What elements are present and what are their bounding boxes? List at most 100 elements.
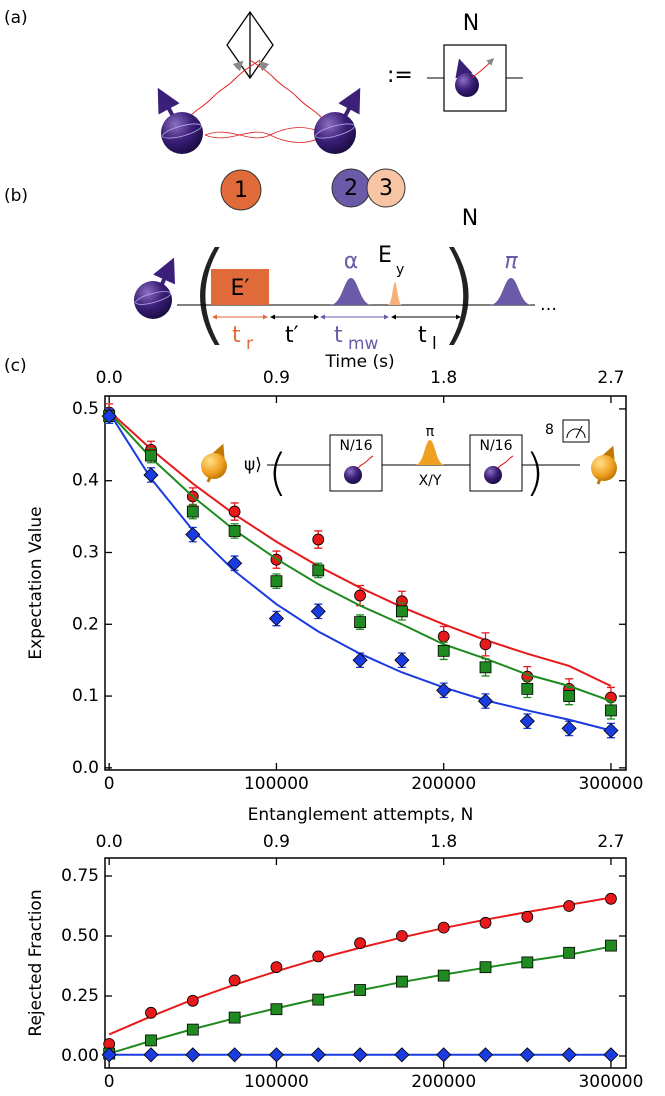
marker [186,1023,199,1036]
plot-frame [104,857,627,1069]
x-tick-label: 300000 [578,774,643,794]
marker [310,1047,326,1063]
marker [228,974,241,987]
marker [312,993,325,1006]
marker [603,722,619,739]
bracket: ) [525,444,545,502]
marker [227,1047,243,1063]
interval-label-sub: l [432,334,437,354]
marker [228,1011,241,1024]
pulse [211,269,269,305]
interval-label-sub: mw [348,334,379,354]
panel-a: (a) := N [4,8,523,154]
marker [519,713,535,729]
fit-line [108,411,612,703]
spin [591,445,617,485]
spin [344,466,362,484]
x2-tick-label: 0.0 [96,832,123,852]
panel-b: (b) 1 2 3 ( ) N … E′ α E y π t r t′ t mw [4,168,557,356]
marker [479,916,492,929]
bracket: ) [437,228,480,356]
define-symbol: := [387,63,413,88]
pulse-label: π [426,424,435,440]
marker [143,467,159,483]
box-label: N/16 [339,438,372,454]
step-number: 3 [379,176,393,201]
marker [561,720,577,736]
pulse-label: E′ [231,276,250,301]
fit-line [108,896,612,1036]
interval-label: t [232,323,241,348]
box-label: N/16 [479,438,512,454]
marker [605,939,617,952]
marker [437,644,450,657]
ellipsis: … [540,295,557,315]
marker [143,1047,159,1063]
y-tick-label: 0.4 [72,471,99,491]
marker [395,975,408,988]
photon-wave [357,455,374,469]
arrow [232,60,244,72]
marker [479,661,492,674]
meter-needle [566,425,586,439]
marker [186,994,199,1007]
bracket: ( [268,444,288,502]
spin [484,466,502,484]
step-marker [366,168,406,208]
pulse-label-sub: y [396,262,404,278]
inset: ψ⟩ ( N/16 π X/Y N/16 ) 8 [201,419,617,502]
marker [312,950,325,963]
photon-wave [497,455,514,469]
marker [436,682,452,698]
spin [201,443,227,483]
spin [314,87,361,154]
box-label: N [463,11,479,36]
marker [186,505,199,518]
marker [185,1047,201,1063]
marker [437,969,450,982]
x2-tick-label: 0.9 [263,832,290,852]
pulse-axis: X/Y [419,473,442,489]
marker [227,555,243,571]
marker [437,630,450,643]
marker [521,956,534,969]
y-tick-label: 0.3 [72,542,99,562]
marker [521,910,534,923]
marker [479,638,492,651]
marker [603,1047,619,1063]
y-tick-label: 0.1 [72,686,99,706]
marker [521,682,534,695]
plot-frame [104,395,627,771]
spin [134,257,176,319]
marker [228,505,241,518]
pulse [490,278,532,305]
x2-tick-label: 0.9 [263,368,290,388]
marker [436,1047,452,1063]
pulse [330,278,372,305]
meter [562,419,590,443]
marker [312,564,325,577]
x-tick-label: 0 [104,1072,115,1092]
interval-label: t [334,323,343,348]
marker [477,1047,494,1063]
marker [185,526,201,543]
marker [270,961,283,974]
marker [354,937,366,950]
marker [394,652,410,668]
spin [455,57,495,97]
marker [395,930,408,942]
beam-splitter [226,10,274,80]
marker [563,946,576,959]
x2-tick-label: 2.7 [597,368,624,388]
marker [145,1006,157,1019]
marker [563,690,576,702]
marker [101,1047,117,1063]
spin [157,87,203,154]
arrow [258,60,270,72]
marker [395,605,408,618]
marker [268,610,285,627]
entanglement-wave [204,127,326,143]
y-axis-label: Expectation Value [26,506,46,659]
interval-label: t [418,323,427,348]
marker [228,525,241,537]
